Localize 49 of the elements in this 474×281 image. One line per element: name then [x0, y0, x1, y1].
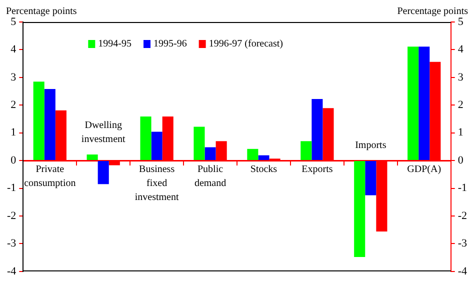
legend-label: 1996-97 (forecast) [208, 38, 283, 50]
y-tick-label: -2 [6, 210, 16, 222]
x-tick-label: Exports [302, 164, 333, 176]
bar [408, 46, 419, 160]
y2-tick-label: 2 [458, 99, 464, 112]
x-tick-label: Business fixed investment [134, 164, 179, 204]
y2-tick-label: -1 [458, 182, 468, 194]
bar [247, 148, 258, 160]
bar [98, 161, 109, 184]
y-tick-label: 1 [10, 126, 16, 139]
bar [204, 147, 216, 160]
bar [86, 154, 98, 160]
legend-label: 1994-95 [98, 38, 132, 50]
y-tick-label: 5 [10, 16, 17, 28]
x-tick-label: Public demand [194, 164, 226, 190]
x-tick-label: Dwelling investment [81, 120, 126, 146]
y2-tick-label: 3 [458, 71, 464, 84]
bar [194, 126, 205, 160]
y-axis-title: Percentage points [6, 6, 77, 17]
y-tick-label: 0 [10, 154, 17, 166]
bar [33, 82, 44, 160]
bar [151, 132, 162, 160]
bar [44, 89, 56, 160]
y2-tick-label: 0 [458, 154, 464, 166]
y2-tick-label: -4 [458, 265, 468, 278]
y-tick-label: -4 [6, 265, 17, 278]
bar [312, 99, 323, 160]
bar [258, 155, 270, 160]
bar [300, 141, 312, 160]
bar [418, 46, 430, 160]
y2-axis-title: Percentage points [397, 6, 468, 17]
y-tick-label: -1 [6, 182, 16, 194]
bar [354, 161, 366, 257]
legend-label: 1995-96 [153, 38, 187, 50]
y2-tick-label: 1 [458, 126, 464, 139]
y-tick-label: 4 [10, 44, 17, 56]
y-tick-label: 2 [10, 99, 16, 112]
bar [365, 161, 376, 196]
y-tick-label: 3 [10, 71, 17, 84]
bar [140, 116, 152, 160]
x-tick-label: GDP(A) [407, 164, 442, 176]
y2-tick-label: 5 [458, 16, 464, 28]
y2-tick-label: -3 [458, 238, 468, 250]
x-tick-label: Stocks [250, 164, 278, 176]
y2-tick-label: -2 [458, 210, 468, 222]
x-tick-label: Private consumption [24, 164, 76, 190]
y2-tick-label: 4 [458, 44, 464, 56]
x-tick-label: Imports [355, 140, 386, 152]
y-tick-label: -3 [6, 238, 17, 250]
